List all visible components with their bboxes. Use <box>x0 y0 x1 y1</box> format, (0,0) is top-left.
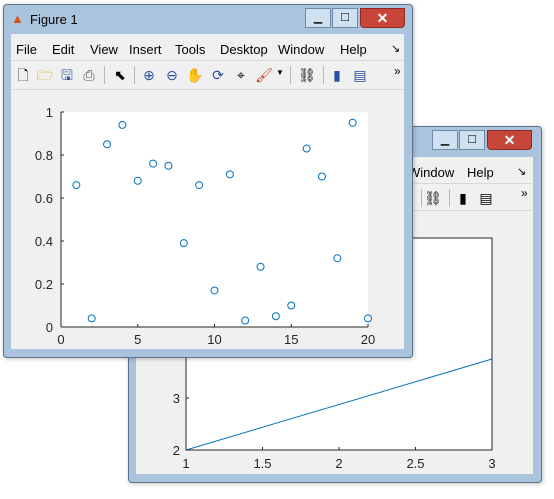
link-plot-icon[interactable]: ⛓ <box>424 190 442 206</box>
pointer-icon[interactable]: ⬉ <box>114 67 126 83</box>
close-button[interactable]: ✕ <box>360 8 405 28</box>
x-tick-label: 3 <box>488 456 495 471</box>
minimize-button[interactable]: ▁ <box>305 8 331 28</box>
x-ticks: 0 5 10 15 20 <box>57 324 375 347</box>
menu-file[interactable]: File <box>16 42 37 57</box>
data-point <box>210 286 219 295</box>
toolbar-separator <box>421 189 422 207</box>
data-point <box>118 120 127 129</box>
data-point <box>333 254 342 263</box>
data-point <box>164 161 173 170</box>
legend-icon[interactable]: ▤ <box>479 190 493 206</box>
chevron-down-icon[interactable]: ▼ <box>276 68 284 77</box>
zoom-in-icon[interactable]: ⊕ <box>143 67 155 83</box>
window-title: Figure 1 <box>30 12 78 27</box>
figure-1-window[interactable]: ▲ Figure 1 ▁ ☐ ✕ File Edit View Insert T… <box>3 4 413 358</box>
y-tick-label: 0.2 <box>35 277 53 292</box>
data-point <box>87 314 96 323</box>
brush-icon[interactable]: 🖌 <box>255 67 273 83</box>
x-tick-label: 5 <box>134 332 141 347</box>
data-point <box>287 301 296 310</box>
maximize-button[interactable]: ☐ <box>332 8 358 28</box>
open-file-icon[interactable]: 🗁 <box>36 67 54 83</box>
data-point <box>348 118 357 127</box>
menu-view[interactable]: View <box>90 42 118 57</box>
menu-edit[interactable]: Edit <box>52 42 75 57</box>
menu-dock-arrow-icon[interactable]: ↘ <box>517 166 527 178</box>
menu-insert[interactable]: Insert <box>129 42 162 57</box>
x-tick-label: 10 <box>207 332 221 347</box>
toolbar-separator <box>290 66 291 84</box>
new-figure-icon[interactable]: 🗋 <box>17 67 29 83</box>
matlab-logo-icon: ▲ <box>11 11 24 26</box>
menu-tools[interactable]: Tools <box>175 42 206 57</box>
figure-1-axes: 0 5 10 15 20 0 0.2 0.4 0.6 0.8 1 <box>35 105 375 347</box>
y-tick-label: 3 <box>173 391 180 406</box>
y-ticks: 23 <box>173 391 189 458</box>
zoom-out-icon[interactable]: ⊖ <box>166 67 178 83</box>
x-tick-label: 1 <box>182 456 189 471</box>
toolbar-separator <box>104 66 105 84</box>
y-tick-label: 0.6 <box>35 191 53 206</box>
toolbar-separator <box>134 66 135 84</box>
minimize-button[interactable]: ▁ <box>432 130 458 150</box>
colorbar-icon[interactable]: ▮ <box>459 190 467 206</box>
colorbar-icon[interactable]: ▮ <box>333 67 341 83</box>
data-point <box>317 172 326 181</box>
toolbar-overflow-icon[interactable]: » <box>394 64 401 78</box>
data-point <box>195 181 204 190</box>
x-tick-label: 2 <box>335 456 342 471</box>
print-icon[interactable]: ⎙ <box>83 67 95 83</box>
x-tick-label: 15 <box>284 332 298 347</box>
y-tick-label: 2 <box>173 443 180 458</box>
x-ticks: 1 1.5 2 2.5 3 <box>182 447 496 471</box>
menu-desktop[interactable]: Desktop <box>220 42 268 57</box>
data-point <box>179 239 188 248</box>
x-tick-label: 1.5 <box>253 456 271 471</box>
data-point <box>256 262 265 271</box>
pan-icon[interactable]: ✋ <box>186 67 204 83</box>
toolbar: 🗋 🗁 🖫 ⎙ ⬉ ⊕ ⊖ ✋ ⟳ ⌖ 🖌 ▼ ⛓ ▮ ▤ » <box>11 60 404 90</box>
data-point <box>241 316 250 325</box>
figure-1-client: File Edit View Insert Tools Desktop Wind… <box>11 34 404 349</box>
link-plot-icon[interactable]: ⛓ <box>298 67 316 83</box>
data-cursor-icon[interactable]: ⌖ <box>237 67 245 83</box>
menu-window[interactable]: Window <box>278 42 325 57</box>
data-point <box>149 159 158 168</box>
y-tick-label: 0 <box>46 320 53 335</box>
y-tick-label: 0.8 <box>35 148 53 163</box>
data-point <box>225 170 234 179</box>
y-tick-label: 0.4 <box>35 234 53 249</box>
data-point <box>72 181 81 190</box>
y-ticks: 0 0.2 0.4 0.6 0.8 1 <box>35 105 64 335</box>
toolbar-separator <box>323 66 324 84</box>
data-point <box>271 312 280 321</box>
data-point <box>133 176 142 185</box>
y-tick-label: 1 <box>46 105 53 120</box>
menu-window[interactable]: Window <box>408 165 455 180</box>
toolbar-separator <box>449 189 450 207</box>
menu-bar: File Edit View Insert Tools Desktop Wind… <box>11 38 404 60</box>
maximize-button[interactable]: ☐ <box>459 130 485 150</box>
menu-help[interactable]: Help <box>467 165 494 180</box>
close-button[interactable]: ✕ <box>487 130 532 150</box>
rotate-3d-icon[interactable]: ⟳ <box>212 67 224 83</box>
scatter-points <box>72 118 372 325</box>
x-tick-label: 2.5 <box>406 456 424 471</box>
data-point <box>302 144 311 153</box>
toolbar-overflow-icon[interactable]: » <box>521 186 528 200</box>
data-line <box>185 358 493 451</box>
legend-icon[interactable]: ▤ <box>353 67 367 83</box>
data-point <box>364 314 372 323</box>
x-tick-label: 20 <box>361 332 375 347</box>
menu-help[interactable]: Help <box>340 42 367 57</box>
save-icon[interactable]: 🖫 <box>61 67 73 83</box>
x-tick-label: 0 <box>57 332 64 347</box>
data-point <box>103 140 112 149</box>
plot-area <box>61 112 368 327</box>
menu-dock-arrow-icon[interactable]: ↘ <box>391 43 401 55</box>
